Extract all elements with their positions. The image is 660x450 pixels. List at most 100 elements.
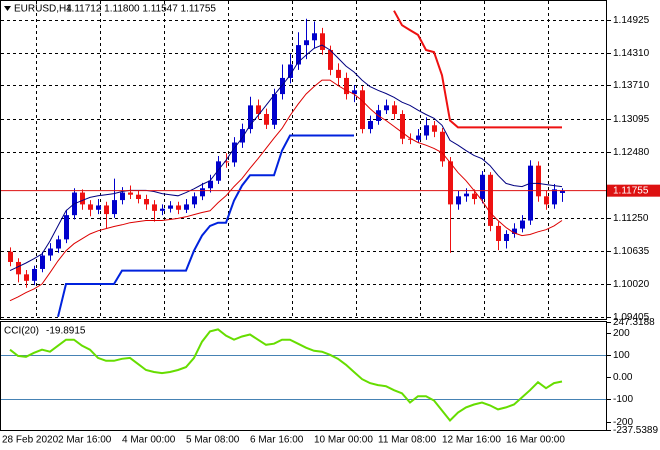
candle-body — [328, 49, 333, 70]
x-tick-label: 16 Mar 00:00 — [506, 435, 565, 446]
candle-body — [360, 90, 365, 130]
candle-body — [536, 165, 541, 197]
candle-body — [152, 204, 157, 211]
x-tick-label: 10 Mar 00:00 — [314, 435, 373, 446]
y-tick-label: -200 — [613, 417, 633, 428]
candle-body — [352, 90, 357, 95]
candle-body — [160, 208, 165, 211]
candle-body — [128, 192, 133, 195]
candle-body — [136, 194, 141, 200]
candle-body — [288, 64, 293, 78]
cci-title: CCI(20) — [4, 326, 39, 337]
x-tick-label: 5 Mar 08:00 — [186, 435, 240, 446]
candle-body — [256, 105, 261, 114]
candle-body — [560, 190, 565, 193]
candle-body — [48, 248, 53, 256]
y-tick-label: 1.14310 — [613, 48, 650, 59]
y-tick-label: 0.00 — [613, 372, 633, 383]
candle-body — [144, 199, 149, 205]
candle-body — [120, 192, 125, 201]
candle-body — [392, 105, 397, 114]
indicator-line — [57, 134, 354, 318]
candle-body — [224, 161, 229, 163]
candle-body — [504, 233, 509, 241]
x-tick-label: 6 Mar 16:00 — [250, 435, 304, 446]
candle-body — [80, 192, 85, 205]
candle-body — [488, 174, 493, 226]
y-tick-label: 1.10635 — [613, 246, 650, 257]
y-tick-label: 1.09405 — [613, 312, 650, 323]
candle-body — [552, 189, 557, 205]
candle-body — [168, 205, 173, 209]
y-tick-label: 100 — [613, 350, 630, 361]
symbol: EURUSD,H4 — [14, 4, 72, 15]
candle-body — [448, 161, 453, 205]
candle-body — [344, 77, 349, 95]
cci-value: -19.8915 — [46, 326, 86, 337]
y-tick-label: 1.12480 — [613, 147, 650, 158]
candle-body — [40, 255, 45, 269]
candle-body — [192, 196, 197, 205]
candle-body — [416, 135, 421, 140]
ohlc-label: 1.11712 1.11800 1.11547 1.11755 — [66, 4, 216, 15]
candle-body — [176, 205, 181, 210]
y-tick-label: -237.5389 — [613, 425, 658, 436]
candle-body — [424, 125, 429, 136]
cci-frame — [0, 321, 607, 431]
x-tick-label: 11 Mar 08:00 — [378, 435, 437, 446]
candle-body — [32, 268, 37, 281]
candle-body — [8, 251, 13, 262]
candle-body — [208, 180, 213, 189]
candle-body — [440, 131, 445, 162]
candle-body — [232, 142, 237, 163]
candle-body — [272, 94, 277, 125]
candle-body — [248, 105, 253, 130]
x-tick-label: 28 Feb 2020 — [2, 435, 59, 446]
candle-body — [520, 220, 525, 229]
candle-body — [56, 239, 61, 249]
candle-body — [200, 188, 205, 197]
indicator-line — [9, 79, 563, 302]
main-frame — [0, 0, 607, 320]
y-tick-label: 247.3188 — [613, 317, 655, 328]
x-tick-label: 12 Mar 16:00 — [442, 435, 501, 446]
y-tick-label: 1.11250 — [613, 213, 649, 224]
candle-body — [496, 225, 501, 241]
candle-body — [296, 45, 301, 65]
y-tick-label: 1.10020 — [613, 279, 650, 290]
candle-body — [184, 204, 189, 210]
candle-body — [544, 196, 549, 205]
candle-body — [16, 261, 21, 275]
candle-body — [528, 165, 533, 221]
candle-body — [320, 33, 325, 50]
y-tick-label: 1.13710 — [613, 80, 650, 91]
indicator-line — [393, 10, 562, 129]
candle-body — [240, 129, 245, 143]
y-tick-label: -100 — [613, 394, 633, 405]
candle-body — [456, 196, 461, 205]
candle-body — [264, 113, 269, 125]
candle-body — [24, 274, 29, 281]
candle-body — [336, 69, 341, 78]
cci-line — [9, 328, 563, 422]
candle-body — [216, 161, 221, 181]
candle-body — [312, 33, 317, 41]
y-tick-label: 200 — [613, 328, 630, 339]
candle-body — [480, 174, 485, 200]
current-price-box — [607, 184, 660, 197]
indicator-line — [9, 44, 563, 272]
candle-body — [472, 193, 477, 200]
current-price-label: 1.11755 — [613, 185, 649, 196]
candle-body — [96, 205, 101, 210]
candle-body — [408, 138, 413, 140]
candle-body — [384, 105, 389, 111]
x-tick-label: 4 Mar 00:00 — [122, 435, 176, 446]
y-tick-label: 1.14925 — [613, 15, 650, 26]
candle-body — [464, 193, 469, 197]
candle-body — [368, 120, 373, 130]
candle-body — [512, 228, 517, 234]
menu-arrow[interactable] — [4, 6, 11, 11]
x-tick-label: 2 Mar 16:00 — [58, 435, 112, 446]
candle-body — [280, 77, 285, 95]
